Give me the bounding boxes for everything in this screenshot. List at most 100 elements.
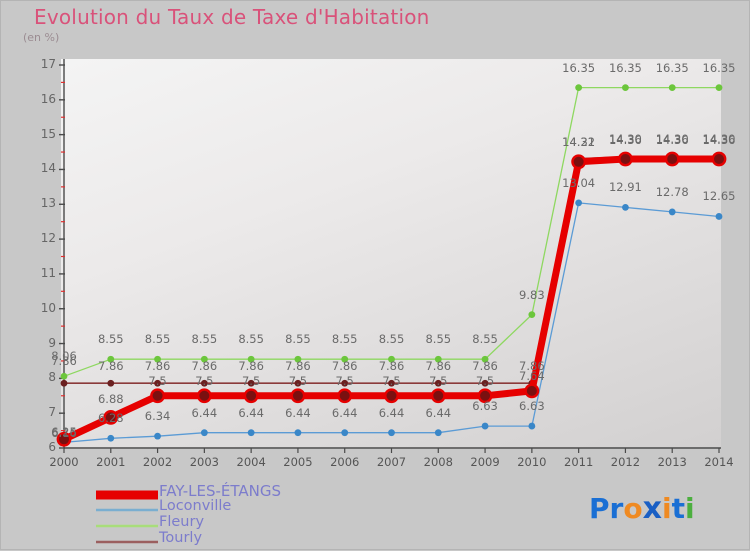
legend-label: FAY-LES-ÉTANGS xyxy=(159,482,282,500)
data-point xyxy=(528,422,536,430)
data-label: 14.31 xyxy=(562,134,596,149)
y-axis-tick-label: 14 xyxy=(40,161,56,176)
data-point xyxy=(622,204,629,211)
y-axis-tick-label: 16 xyxy=(40,91,56,106)
data-label: 9.83 xyxy=(519,287,545,302)
data-point xyxy=(107,379,115,387)
x-axis-tick-label: 2004 xyxy=(236,455,266,469)
data-label: 7.86 xyxy=(472,359,498,374)
data-point xyxy=(60,379,68,387)
data-point xyxy=(60,372,68,380)
data-point xyxy=(575,199,583,207)
data-label: 6.25 xyxy=(51,425,77,440)
y-axis-tick-label: 10 xyxy=(40,300,56,315)
data-point xyxy=(715,84,723,92)
page-title: Evolution du Taux de Taxe d'Habitation xyxy=(34,5,430,29)
data-label: 8.55 xyxy=(331,332,358,347)
data-label: 8.06 xyxy=(51,349,77,364)
data-point xyxy=(56,431,72,447)
data-point xyxy=(524,383,540,399)
data-label: 6.44 xyxy=(191,405,218,420)
legend-item-fay-les-etangs[interactable]: FAY-LES-ÉTANGS xyxy=(96,482,396,500)
x-axis-tick-label: 2011 xyxy=(564,455,594,469)
data-label: 7.86 xyxy=(285,359,311,374)
x-axis-tick-label: 2005 xyxy=(283,455,313,469)
logo-letter-o: o xyxy=(623,492,643,525)
x-axis-tick-label: 2003 xyxy=(189,455,219,469)
data-point xyxy=(571,154,587,170)
data-label: 8.55 xyxy=(238,332,264,347)
x-axis-tick-label: 2001 xyxy=(96,455,126,469)
x-axis-tick-label: 2008 xyxy=(423,455,453,469)
x-axis-tick-label: 2002 xyxy=(142,455,173,469)
data-point xyxy=(481,379,489,387)
data-point xyxy=(341,379,349,387)
data-label: 14.36 xyxy=(655,132,689,147)
data-point xyxy=(247,429,255,437)
data-point xyxy=(107,355,115,363)
data-label: 14.22 xyxy=(562,134,596,149)
data-label: 14.36 xyxy=(608,132,642,147)
proxiti-logo[interactable]: Proxiti xyxy=(589,491,695,526)
data-point xyxy=(247,379,255,387)
legend-item-tourly[interactable]: Tourly xyxy=(96,530,396,548)
data-point xyxy=(575,84,583,92)
data-point xyxy=(434,429,442,437)
legend-item-loconville[interactable]: Loconville xyxy=(96,498,396,516)
y-axis-tick-label: 8 xyxy=(48,370,56,385)
data-label: 12.78 xyxy=(655,184,689,199)
data-label: 6.88 xyxy=(97,392,124,407)
legend-swatch-line xyxy=(96,540,158,544)
data-label: 14.30 xyxy=(655,132,689,146)
data-point xyxy=(290,388,306,404)
data-label: 8.55 xyxy=(191,332,218,347)
data-point xyxy=(434,355,442,363)
data-label: 6.28 xyxy=(97,411,124,426)
y-axis-tick-label: 15 xyxy=(40,126,56,141)
data-label: 7.86 xyxy=(519,359,545,374)
logo-letter-p: P xyxy=(589,492,610,525)
x-axis-tick-label: 2007 xyxy=(376,455,407,469)
legend-swatch-line xyxy=(96,508,158,512)
data-point xyxy=(528,311,536,319)
x-axis-tick-label: 2009 xyxy=(470,455,500,469)
y-axis-tick-label: 11 xyxy=(40,265,56,280)
logo-letter-t: t xyxy=(671,492,685,525)
legend-label: Tourly xyxy=(159,530,203,546)
data-label: 7.86 xyxy=(51,354,77,369)
data-point xyxy=(664,151,680,167)
data-label: 6.63 xyxy=(472,399,498,414)
data-label: 7.64 xyxy=(519,368,545,383)
data-label: 16.35 xyxy=(562,60,596,75)
x-axis-tick-label: 2012 xyxy=(610,455,641,469)
data-label: 6.44 xyxy=(285,405,311,420)
legend-swatch-line xyxy=(96,490,158,500)
data-point xyxy=(337,388,353,404)
x-axis-tick-label: 2013 xyxy=(657,455,687,469)
data-point xyxy=(294,429,302,437)
data-label: 7.5 xyxy=(148,373,167,388)
legend-item-fleury[interactable]: Fleury xyxy=(96,514,396,532)
chart-unit-subtitle: (en %) xyxy=(23,31,60,44)
data-label: 8.55 xyxy=(472,332,498,347)
data-label: 13.04 xyxy=(562,175,596,190)
chart-legend: FAY-LES-ÉTANGS Loconville Fleury Tourly xyxy=(96,482,396,548)
data-label: 7.5 xyxy=(241,373,261,388)
data-label: 6.44 xyxy=(378,405,405,420)
x-axis-tick-label: 2006 xyxy=(330,455,360,469)
y-axis-tick-label: 7 xyxy=(48,405,56,420)
data-label: 7.5 xyxy=(475,373,495,388)
data-label: 16.35 xyxy=(608,60,642,75)
y-axis-tick-label: 6 xyxy=(48,440,56,454)
data-label: 7.86 xyxy=(191,359,218,374)
y-axis-tick-label: 13 xyxy=(40,196,56,211)
data-label: 8.55 xyxy=(144,332,171,347)
x-axis-tick-label: 2000 xyxy=(49,455,79,469)
y-axis-tick-label: 9 xyxy=(48,335,56,350)
data-point xyxy=(150,388,165,404)
data-label: 7.86 xyxy=(378,359,405,374)
data-label: 12.65 xyxy=(702,189,736,204)
data-label: 16.35 xyxy=(655,60,689,75)
legend-label: Loconville xyxy=(159,498,232,514)
data-point xyxy=(294,355,302,363)
